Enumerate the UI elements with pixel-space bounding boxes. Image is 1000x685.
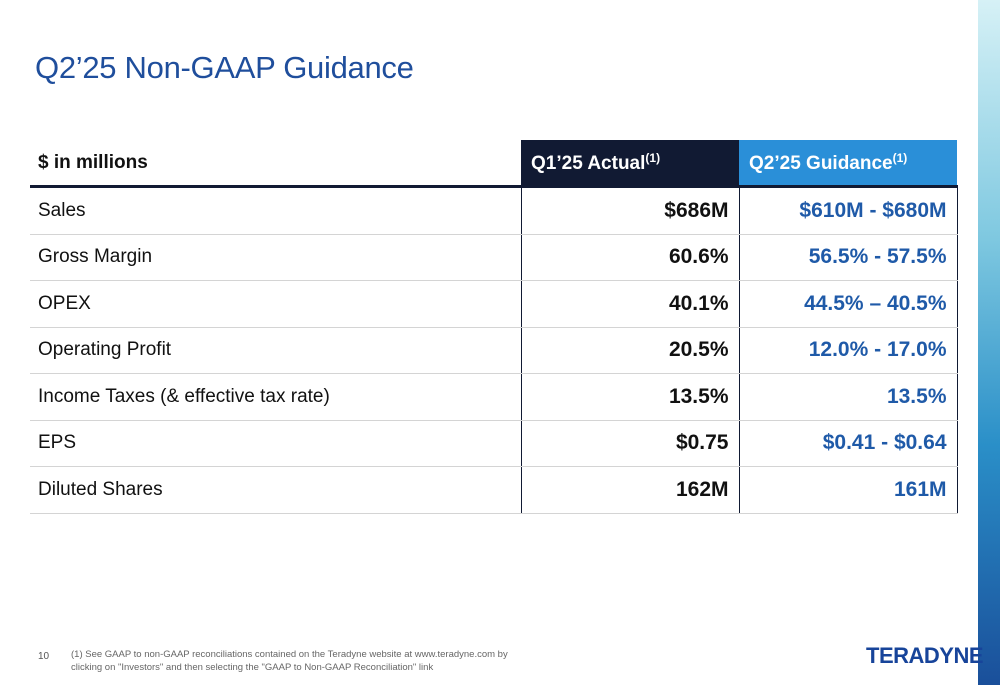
row-guidance: 12.0% - 17.0% [739,327,958,374]
row-actual: 60.6% [520,234,740,281]
table-row: Sales $686M $610M - $680M [30,186,958,235]
row-metric: Diluted Shares [30,466,521,514]
header-actual: Q1’25 Actual(1) [521,140,739,188]
guidance-table: $ in millions Q1’25 Actual(1) Q2’25 Guid… [30,140,958,514]
header-actual-text: Q1’25 Actual [531,152,646,174]
row-actual: 20.5% [520,327,740,374]
row-guidance: 44.5% – 40.5% [739,280,958,328]
row-metric: Sales [30,186,521,235]
header-actual-footnote: (1) [645,150,661,165]
table-row: Income Taxes (& effective tax rate) 13.5… [30,373,958,421]
slide-title: Q2’25 Non-GAAP Guidance [35,50,414,85]
teradyne-logo: TERADYNE [866,643,984,668]
footnote-line-2: clicking on "Investors" and then selecti… [71,661,434,673]
row-guidance: 13.5% [739,373,958,421]
page-number: 10 [38,651,50,662]
row-metric: Income Taxes (& effective tax rate) [30,373,521,421]
table-row: Diluted Shares 162M 161M [30,466,958,514]
table-header-row: $ in millions Q1’25 Actual(1) Q2’25 Guid… [30,140,957,188]
row-metric: EPS [30,420,521,467]
footnote-line-1: (1) See GAAP to non-GAAP reconciliations… [71,649,508,660]
row-metric: Gross Margin [30,234,521,281]
header-guidance-text: Q2’25 Guidance [749,152,893,174]
row-guidance: $610M - $680M [739,186,958,235]
header-guidance-footnote: (1) [892,150,908,165]
table-row: OPEX 40.1% 44.5% – 40.5% [30,280,958,328]
row-metric: Operating Profit [30,327,521,374]
row-actual: 13.5% [520,373,740,421]
row-guidance: 161M [739,466,958,514]
row-actual: $0.75 [520,420,740,467]
header-label: $ in millions [30,140,521,188]
row-actual: 40.1% [520,280,740,328]
footnote: (1) See GAAP to non-GAAP reconciliations… [71,649,551,674]
row-actual: $686M [520,186,740,235]
accent-bar [978,0,1000,685]
table-row: Operating Profit 20.5% 12.0% - 17.0% [30,327,958,374]
row-actual: 162M [520,466,740,514]
row-metric: OPEX [30,280,521,328]
row-guidance: $0.41 - $0.64 [739,420,958,467]
table-row: EPS $0.75 $0.41 - $0.64 [30,420,958,467]
table-row: Gross Margin 60.6% 56.5% - 57.5% [30,234,958,281]
row-guidance: 56.5% - 57.5% [739,234,958,281]
header-guidance: Q2’25 Guidance(1) [739,140,957,188]
